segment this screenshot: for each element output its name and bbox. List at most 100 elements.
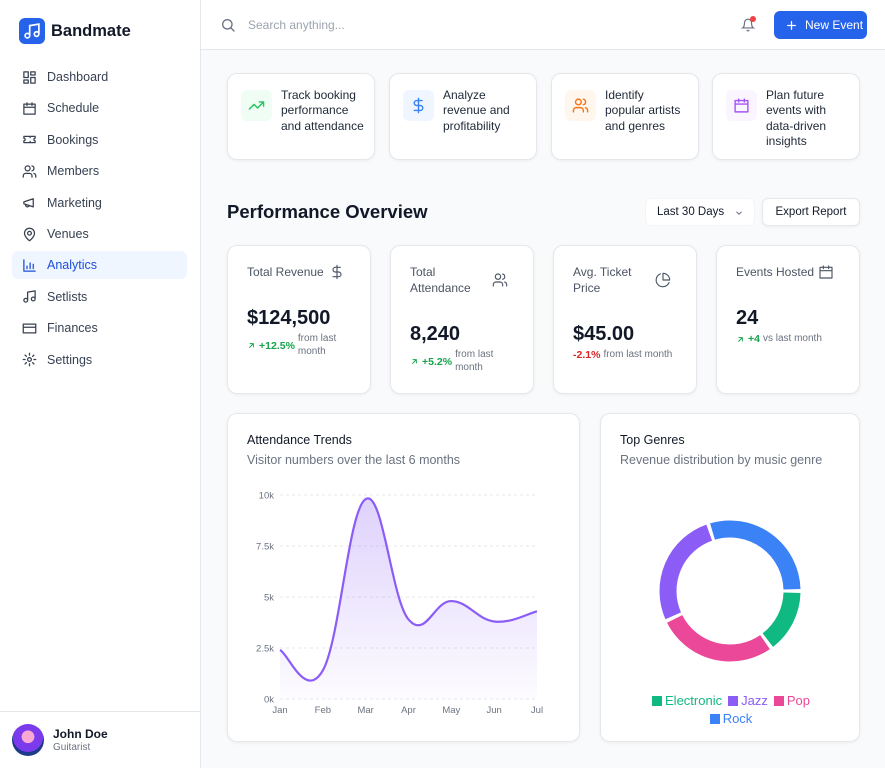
header: Search anything... New Event (201, 0, 885, 50)
stat-label: Avg. Ticket Price (573, 265, 632, 295)
icon-path (249, 343, 254, 348)
notifications[interactable] (741, 18, 755, 32)
icon (23, 227, 36, 241)
icon-path (248, 101, 265, 110)
stat-change: +5.2% from last month (410, 349, 514, 374)
chart-title: Top Genres (620, 433, 685, 447)
notification-dot (750, 16, 756, 22)
stat-head: Avg. Ticket Price (573, 264, 677, 296)
icon-path (734, 98, 749, 113)
feature-line: insights (766, 133, 807, 148)
feature-card: Analyze revenue and profitability (389, 73, 537, 160)
chart-subtitle: Revenue distribution by music genre (620, 453, 823, 467)
donut-segment (659, 524, 713, 620)
legend: Electronic Jazz Pop Rock (641, 693, 821, 726)
feature-line: data-driven (766, 118, 827, 133)
change-value: +12.5% (259, 339, 295, 352)
nav-item[interactable]: Dashboard (12, 63, 187, 91)
donut-segment (710, 520, 801, 590)
icon (412, 359, 417, 364)
section-title: Performance Overview (227, 201, 428, 222)
change-wrap: -2.1% (573, 349, 600, 361)
y-tick-label: 2.5k (256, 644, 274, 655)
legend-label: Rock (722, 711, 753, 726)
change-wrap: +5.2% (410, 356, 452, 368)
stat-card: Avg. Ticket Price $45.00 -2.1% from last mo… (553, 245, 697, 394)
stat-card: Total Attendance 8,240 +5.2% from last mont… (390, 245, 534, 394)
nav-item[interactable]: Members (12, 157, 187, 185)
search-icon (222, 19, 235, 32)
nav-item[interactable]: Venues (12, 220, 187, 248)
nav-item[interactable]: Setlists (12, 283, 187, 311)
feature-text: Analyze revenue and profitability (443, 88, 510, 134)
icon (738, 336, 743, 342)
icon-path (23, 290, 36, 304)
icon (23, 290, 36, 304)
user-name: John Doe (53, 727, 108, 741)
icon-path (23, 102, 36, 115)
stat-change: +4 vs last month (736, 333, 840, 346)
feature-line: and genres (605, 118, 666, 133)
legend-swatch (773, 695, 784, 706)
x-tick-label: Jan (272, 705, 287, 716)
export-label: Export Report (775, 206, 847, 218)
feature-line: performance (281, 103, 349, 118)
nav-item[interactable]: Analytics (12, 251, 187, 280)
icon-path (23, 259, 36, 272)
stat-label: Events Hosted (736, 265, 815, 279)
icon-path (492, 273, 508, 287)
icon (819, 265, 833, 279)
stat-value: $124,500 (247, 307, 331, 329)
icon (23, 136, 36, 144)
icon-path (655, 272, 671, 288)
nav-item[interactable]: Finances (12, 314, 187, 342)
icon-path (23, 227, 36, 241)
legend-label: Pop (786, 693, 810, 708)
nav-item[interactable]: Marketing (12, 189, 187, 217)
x-tick-label: Mar (357, 705, 373, 716)
change-value: +5.2% (422, 355, 453, 368)
new-event-button[interactable]: New Event (774, 11, 867, 39)
stat-card: Events Hosted 24 +4 vs last month (716, 245, 860, 394)
icon-path (22, 323, 37, 334)
icon (23, 102, 36, 115)
change-value: +4 (748, 333, 760, 346)
icon-path (738, 336, 743, 342)
feature-card: Plan future events with data-driven insight… (712, 73, 860, 160)
feature-icon (403, 90, 434, 121)
feature-card: Track booking performance and attendance (227, 73, 375, 160)
nav-label: Bookings (47, 132, 99, 147)
feature-icon (241, 90, 272, 121)
legend-item: Pop (773, 693, 810, 708)
feature-line: revenue and (443, 103, 510, 118)
range-select[interactable]: Last 30 Days (645, 198, 755, 226)
nav-item[interactable]: Schedule (12, 94, 187, 122)
icon (572, 98, 589, 113)
change-note: vs last month (762, 333, 822, 344)
stat-card: Total Revenue $124,500 +12.5% from last mon… (227, 245, 371, 394)
search-input[interactable]: Search anything... (248, 18, 345, 32)
icon (492, 273, 508, 287)
stat-change: +12.5% from last month (247, 333, 351, 358)
legend-swatch (652, 695, 663, 706)
feature-text: Plan future events with data-driven insight… (766, 88, 826, 149)
icon-path (23, 198, 34, 208)
nav-label: Setlists (47, 289, 88, 304)
brand: Bandmate (51, 22, 131, 40)
stat-head: Total Revenue (247, 264, 351, 280)
feature-line: Analyze (443, 88, 486, 102)
user-role: Guitarist (53, 742, 91, 753)
legend-item: Electronic (652, 693, 722, 708)
donut-segment (762, 592, 801, 647)
icon (23, 259, 36, 272)
nav-item[interactable]: Settings (12, 346, 187, 374)
nav-item[interactable]: Bookings (12, 126, 187, 154)
stat-label: Total Attendance (410, 265, 471, 295)
x-tick-label: Feb (315, 705, 331, 716)
change-wrap: +12.5% (247, 340, 295, 352)
icon (332, 264, 342, 280)
stat-value: $45.00 (573, 323, 635, 345)
icon-path (412, 359, 417, 364)
export-button[interactable]: Export Report (762, 198, 860, 226)
nav-label: Members (47, 164, 100, 179)
